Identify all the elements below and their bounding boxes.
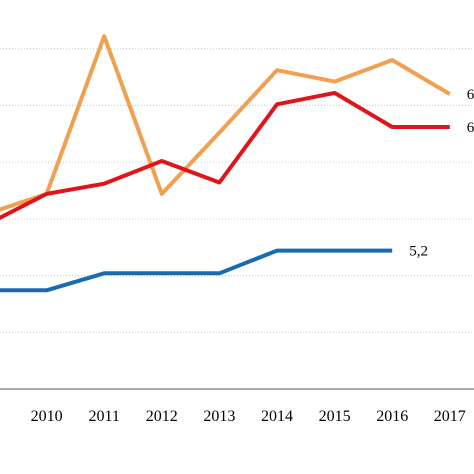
grid-lines: [0, 48, 474, 333]
x-tick-label: 2013: [203, 408, 235, 425]
series-line: [0, 34, 451, 212]
series-end-label: 6,: [467, 120, 474, 136]
x-tick-label: 2015: [319, 408, 351, 425]
x-tick-label: 2012: [146, 408, 178, 425]
x-tick-label: 2016: [376, 408, 408, 425]
x-tick-labels: 920102011201220132014201520162017: [31, 408, 466, 425]
series-end-label: 5,2: [409, 244, 428, 260]
x-tick-label: 2014: [261, 408, 293, 425]
series-line: [0, 90, 450, 221]
end-labels: 6, 6, 5,2: [409, 87, 474, 260]
x-tick-label: 2010: [31, 408, 63, 425]
x-tick-label: 2011: [88, 408, 119, 425]
x-tick-label: 2017: [434, 408, 466, 425]
series-line: [0, 248, 393, 293]
series-lines: [0, 34, 451, 293]
series-end-label: 6,: [467, 87, 474, 103]
